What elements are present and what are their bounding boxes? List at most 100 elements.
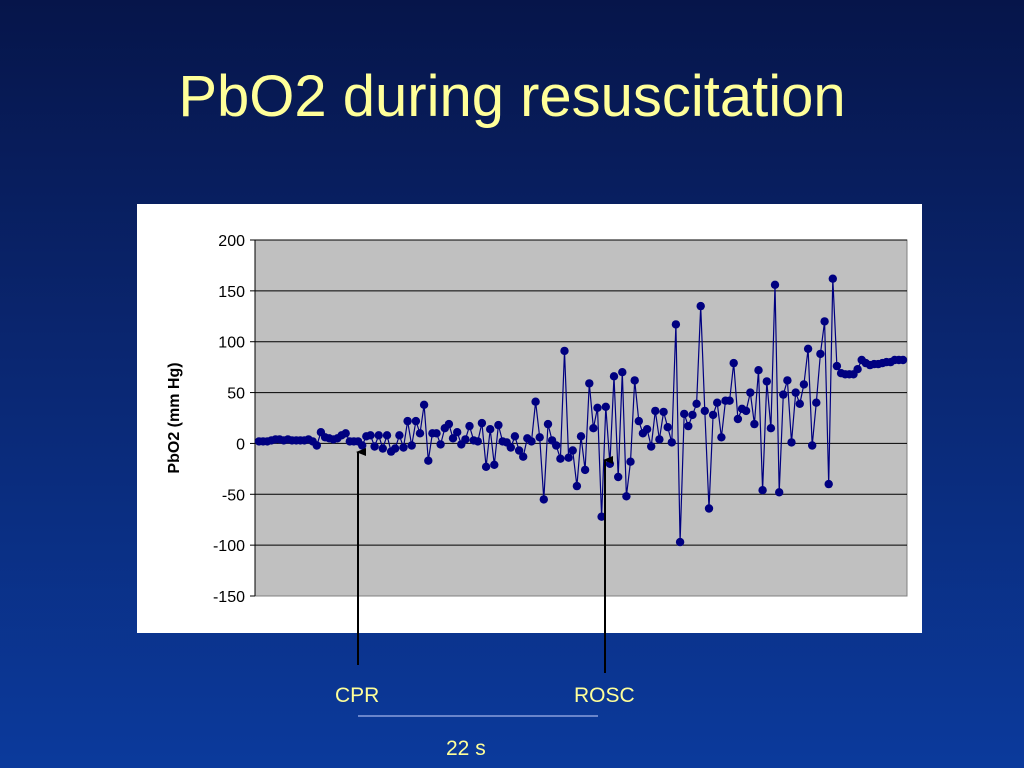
data-point xyxy=(589,424,598,433)
data-point xyxy=(622,492,631,501)
data-point xyxy=(486,425,495,434)
data-point xyxy=(733,414,743,424)
y-tick-label: 100 xyxy=(218,335,245,352)
data-point xyxy=(444,419,454,429)
data-point xyxy=(514,446,524,455)
data-point xyxy=(609,372,619,381)
data-point xyxy=(378,444,387,453)
data-point xyxy=(481,462,491,471)
data-point xyxy=(527,437,536,446)
data-point xyxy=(688,410,697,420)
data-point xyxy=(614,472,623,482)
data-point xyxy=(692,399,701,408)
data-point xyxy=(626,457,635,466)
data-point xyxy=(671,320,681,329)
data-point xyxy=(746,388,755,397)
data-point xyxy=(552,441,561,450)
y-tick-label: 200 xyxy=(218,233,245,250)
data-point xyxy=(560,346,569,356)
duration-label: 22 s xyxy=(446,737,486,760)
data-point xyxy=(779,390,788,399)
data-point xyxy=(341,429,350,438)
data-point xyxy=(832,361,842,371)
data-point xyxy=(419,400,429,409)
data-point xyxy=(312,441,321,450)
data-point xyxy=(494,420,503,430)
data-point xyxy=(477,418,487,428)
plot-area xyxy=(254,239,908,597)
data-point xyxy=(775,488,784,497)
data-point xyxy=(564,453,573,462)
data-point xyxy=(597,512,606,521)
data-point xyxy=(824,479,833,489)
cpr-label: CPR xyxy=(335,684,380,707)
data-point xyxy=(374,431,383,440)
data-point xyxy=(684,421,693,431)
data-point xyxy=(403,416,412,426)
data-point xyxy=(506,443,515,452)
data-points xyxy=(254,274,908,547)
data-point xyxy=(799,380,809,389)
data-point xyxy=(382,431,392,440)
data-point xyxy=(618,368,627,377)
data-point xyxy=(453,428,462,437)
data-point xyxy=(750,419,759,429)
data-point xyxy=(700,406,709,416)
data-point xyxy=(572,481,582,491)
data-point xyxy=(395,431,404,440)
data-point xyxy=(634,416,643,426)
chart-panel: 200 150 100 50 0 -50 -100 -150 PbO2 (mm Hg) xyxy=(137,204,922,633)
data-point xyxy=(704,504,714,513)
data-point xyxy=(659,407,668,417)
data-point xyxy=(816,349,825,359)
data-point xyxy=(465,421,474,431)
data-point xyxy=(642,425,652,434)
data-point xyxy=(812,398,821,407)
data-point xyxy=(651,406,660,416)
data-point xyxy=(415,429,425,438)
data-point xyxy=(531,397,540,406)
data-point xyxy=(791,388,800,397)
data-point xyxy=(436,440,445,449)
data-point xyxy=(708,410,718,420)
data-point xyxy=(680,409,689,419)
data-point xyxy=(783,376,792,385)
data-point xyxy=(630,376,639,385)
rosc-label: ROSC xyxy=(574,684,635,707)
data-point xyxy=(828,274,837,283)
data-point xyxy=(585,379,594,388)
data-point xyxy=(448,434,458,443)
data-point xyxy=(766,424,776,433)
data-point xyxy=(795,399,804,408)
data-point xyxy=(853,365,862,374)
data-point xyxy=(576,432,586,441)
y-tick-label: 0 xyxy=(236,436,245,453)
y-tick-label: -50 xyxy=(222,487,245,504)
data-point xyxy=(473,437,482,446)
data-point xyxy=(725,396,734,405)
data-point xyxy=(593,403,602,412)
slide-title: PbO2 during resuscitation xyxy=(178,64,846,129)
data-point xyxy=(770,280,780,289)
data-point xyxy=(411,416,421,426)
y-tick-label: 50 xyxy=(227,386,245,403)
data-point xyxy=(713,398,722,407)
data-point xyxy=(539,495,548,504)
data-point xyxy=(432,429,441,438)
y-axis-ticks: 200 150 100 50 0 -50 -100 -150 xyxy=(213,233,255,606)
data-point xyxy=(391,444,400,453)
data-point xyxy=(663,423,672,432)
data-point xyxy=(729,358,738,368)
data-point xyxy=(741,406,751,416)
data-point xyxy=(787,438,796,447)
data-point xyxy=(366,431,375,440)
data-point xyxy=(407,441,416,450)
data-point xyxy=(898,355,908,365)
data-point xyxy=(675,537,685,547)
data-point xyxy=(358,441,367,450)
data-point xyxy=(568,446,577,455)
data-point xyxy=(605,459,615,468)
data-point xyxy=(655,435,664,444)
data-point xyxy=(424,456,433,465)
data-point xyxy=(543,419,553,429)
